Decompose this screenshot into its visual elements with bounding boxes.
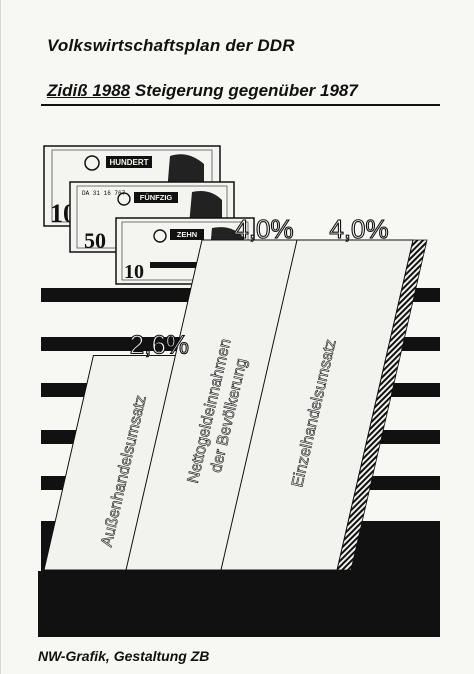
banknote-10-value: 10 [124, 261, 144, 283]
value-labels-group: 2,6% 4,0% 4,0% [129, 213, 389, 360]
banknote-10-word: ZEHN [177, 230, 197, 239]
chart-title: Volkswirtschaftsplan der DDR [47, 36, 295, 55]
bars-group [43, 239, 428, 571]
value-label: 4,0% [234, 214, 293, 244]
banknote-50-word: FÜNFZIG [140, 193, 173, 202]
chart-subtitle: Zidiß 1988 Steigerung gegenüber 1987 [47, 81, 358, 101]
value-label: 2,6% [130, 330, 189, 360]
bar [220, 239, 414, 571]
subtitle-year: Zidiß 1988 [47, 81, 131, 100]
credit-line: NW-Grafik, Gestaltung ZB [38, 648, 210, 664]
banknote-50-value: 50 [84, 228, 106, 253]
value-label: 4,0% [329, 214, 388, 244]
baseline-block [38, 571, 440, 637]
subtitle-text: Steigerung gegenüber 1987 [130, 81, 358, 100]
banknote-100-word: HUNDERT [109, 158, 148, 167]
svg-text:DA 31 16 767: DA 31 16 767 [82, 190, 126, 197]
banknotes-illustration: HUNDERT 100 DA 31 16 767 FÜNFZIG 50 ZEHN… [43, 145, 255, 285]
subtitle-rule [41, 104, 440, 106]
